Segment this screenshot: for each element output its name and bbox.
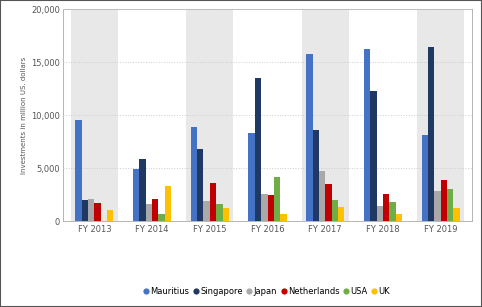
Bar (88, 199, 94, 221)
Bar (94, 203, 101, 221)
Bar (306, 54, 312, 221)
Bar (139, 158, 146, 221)
Bar (152, 199, 159, 221)
Bar (441, 180, 447, 221)
Bar (186, 9, 233, 221)
Bar (255, 78, 261, 221)
Bar (312, 130, 319, 221)
Bar (248, 133, 255, 221)
Bar (280, 214, 287, 221)
Bar (370, 91, 376, 221)
Bar (422, 135, 428, 221)
Bar (133, 169, 139, 221)
Bar (216, 204, 223, 221)
Bar (417, 9, 464, 221)
Bar (261, 193, 268, 221)
Bar (223, 208, 229, 221)
Bar (191, 127, 197, 221)
Bar (364, 49, 370, 221)
Bar (210, 183, 216, 221)
Bar (338, 207, 344, 221)
Bar (75, 120, 82, 221)
Bar (146, 204, 152, 221)
Bar (453, 208, 460, 221)
Bar (165, 186, 171, 221)
Bar (447, 189, 453, 221)
Legend: Mauritius, Singapore, Japan, Netherlands, USA, UK: Mauritius, Singapore, Japan, Netherlands… (142, 285, 393, 298)
Bar (268, 195, 274, 221)
Bar (396, 214, 402, 221)
Bar (428, 47, 434, 221)
Bar (383, 193, 389, 221)
Bar (203, 201, 210, 221)
Bar (325, 184, 332, 221)
Bar (434, 191, 441, 221)
Bar (159, 214, 165, 221)
Bar (274, 177, 280, 221)
Bar (107, 211, 113, 221)
Bar (332, 200, 338, 221)
Bar (71, 9, 118, 221)
Bar (389, 202, 396, 221)
Bar (302, 9, 349, 221)
Y-axis label: Investments in million US. dollars: Investments in million US. dollars (21, 56, 27, 174)
Bar (376, 206, 383, 221)
Bar (319, 171, 325, 221)
Bar (197, 149, 203, 221)
Bar (82, 200, 88, 221)
